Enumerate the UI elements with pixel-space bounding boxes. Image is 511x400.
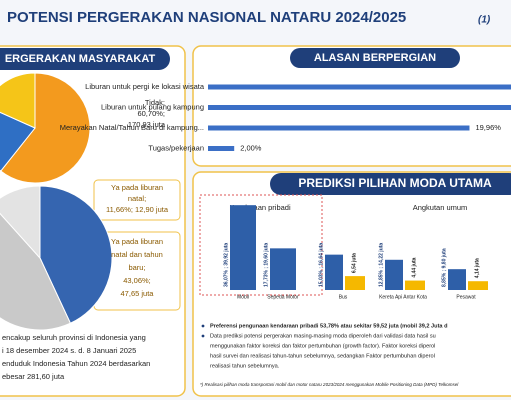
label-box xyxy=(93,179,181,221)
bar-label: Tugas/pekerjaan xyxy=(148,143,204,152)
bar xyxy=(385,259,403,290)
bar xyxy=(270,248,296,290)
bar-label: Liburan untuk pergi ke lokasi wisata xyxy=(85,82,205,91)
value-label: 8,85% ; 9,80 juta xyxy=(441,248,447,287)
value-label: 17,73% ; 19,60 juta xyxy=(263,243,269,287)
category-label: Bus xyxy=(339,294,348,300)
category-label: Sepeda Motor xyxy=(267,294,299,300)
bullet-text: Data prediksi potensi pergerakan masing-… xyxy=(210,333,436,339)
bar xyxy=(448,269,466,290)
bar xyxy=(208,84,511,90)
bar xyxy=(468,281,488,290)
label-line: 43,06%; xyxy=(123,276,151,285)
bullet-text: menggunakan faktor koreksi dan faktor pe… xyxy=(210,343,435,349)
bar xyxy=(230,205,256,290)
pie-slice xyxy=(0,185,41,260)
label-line: encakup seluruh provinsi di Indonesia ya… xyxy=(2,333,146,342)
header-pill xyxy=(270,173,511,195)
value-label: 2,00% xyxy=(240,143,262,152)
pie-slice xyxy=(0,72,91,184)
value-label: 4,14 juta xyxy=(474,258,480,278)
label-line: ebesar 281,60 juta xyxy=(2,372,65,381)
value-label: 19,96% xyxy=(475,123,501,132)
bar xyxy=(325,254,343,290)
category-label: Pesawat xyxy=(456,294,476,300)
panel-title: ALASAN BERPERGIAN xyxy=(314,52,436,64)
label-line: 11,66%; 12,90 juta xyxy=(106,205,169,214)
title-note: (1) xyxy=(478,15,491,26)
group-title: Kendaraan pribadi xyxy=(229,203,291,212)
category-label: Mobil xyxy=(237,294,249,300)
label-line: natal; xyxy=(128,194,146,203)
private-box xyxy=(199,194,323,296)
label-line: 47,65 juta xyxy=(121,289,155,298)
bullet-text: Preferensi pengunaan kendaraan pribadi 5… xyxy=(210,323,448,329)
panel-title: ERGERAKAN MASYARAKAT xyxy=(5,53,156,65)
value-label: 12,85% ; 14,22 juta xyxy=(378,243,384,287)
bullet-text: realisasi tahun sebelumnya. xyxy=(210,363,280,369)
bar-label: Merayakan Natal/Tahun Baru di kampung... xyxy=(60,123,204,132)
footnote: *) Realisasi pilihan moda transportasi m… xyxy=(200,382,459,387)
label-line: 170,93 juta xyxy=(128,120,166,129)
value-label: 36,07% ; 39,92 juta xyxy=(223,243,229,287)
panel-title: PREDIKSI PILIHAN MODA UTAMA xyxy=(298,176,492,190)
header-pill xyxy=(290,48,460,68)
pie-slice xyxy=(0,111,36,172)
bar xyxy=(345,276,365,290)
label-line: i 18 desember 2024 s. d. 8 Januari 2025 xyxy=(2,346,136,355)
pie-slice xyxy=(0,72,36,129)
value-label: 4,44 juta xyxy=(411,257,417,277)
title: POTENSI PERGERAKAN NASIONAL NATARU 2024/… xyxy=(7,9,406,26)
category-label: Kereta Api Antar Kota xyxy=(379,294,427,300)
label-line: baru; xyxy=(128,263,145,272)
bar xyxy=(405,280,425,290)
bullet-text: hasil survei dan realisasi tahun-tahun s… xyxy=(210,353,435,359)
pie-slice xyxy=(39,185,113,324)
header-pill xyxy=(0,48,170,70)
label-line: Ya pada liburan xyxy=(111,183,163,192)
value-label: 15,03% ; 16,64 juta xyxy=(318,243,324,287)
value-label: 6,54 juta xyxy=(351,253,357,273)
bullet xyxy=(201,324,205,328)
bullet xyxy=(201,334,205,338)
label-line: 60,70%; xyxy=(137,109,165,118)
pie-slice xyxy=(0,212,72,331)
group-title: Angkutan umum xyxy=(413,203,468,212)
bar xyxy=(208,125,470,131)
label-line: Tidak; xyxy=(145,98,165,107)
label-line: enduduk Indonesia Tahun 2024 berdasarkan xyxy=(2,359,150,368)
bar xyxy=(208,146,235,151)
label-line: natal dan tahun xyxy=(111,250,163,259)
bar-label: Liburan untuk pulang kampung xyxy=(101,102,204,111)
bar xyxy=(208,105,511,110)
label-line: Ya pada liburan xyxy=(111,237,163,246)
